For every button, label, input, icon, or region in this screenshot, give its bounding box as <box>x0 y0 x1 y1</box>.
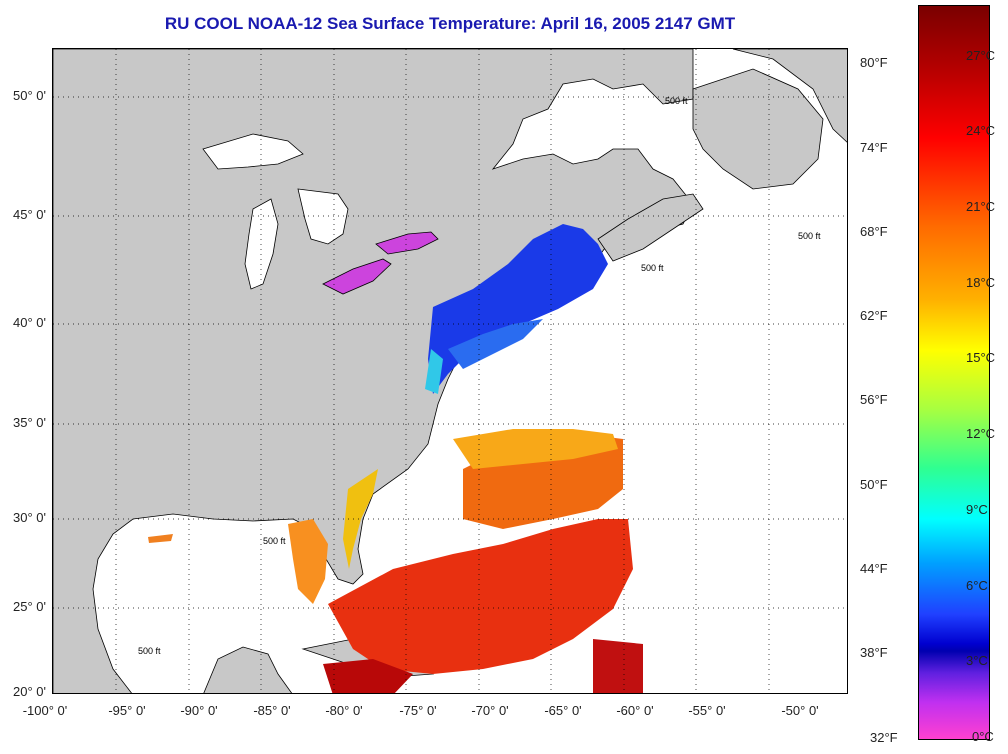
lon-label: -90° 0' <box>180 703 218 718</box>
land-labrador <box>732 49 847 143</box>
contour-label: 500 ft <box>798 231 821 241</box>
celsius-label: 12°C <box>966 426 996 441</box>
lake-huron <box>297 188 349 245</box>
contour-label: 500 ft <box>138 646 161 656</box>
fahrenheit-label: 38°F <box>860 645 888 660</box>
lat-label: 25° 0' <box>13 599 46 614</box>
contour-label: 500 ft <box>665 96 688 106</box>
lake-erie <box>322 258 392 295</box>
lon-label: -85° 0' <box>253 703 291 718</box>
sst-map: 500 ft 500 ft 500 ft 500 ft 500 ft <box>52 48 848 694</box>
lat-label: 40° 0' <box>13 315 46 330</box>
celsius-label: 27°C <box>966 48 996 63</box>
fahrenheit-label: 80°F <box>860 55 888 70</box>
fahrenheit-label: 68°F <box>860 224 888 239</box>
lat-label: 30° 0' <box>13 510 46 525</box>
lake-ontario <box>375 231 439 255</box>
celsius-label: 21°C <box>966 199 996 214</box>
fahrenheit-label: 32°F <box>870 730 898 745</box>
fahrenheit-label: 44°F <box>860 561 888 576</box>
lat-label: 20° 0' <box>13 684 46 699</box>
lat-label: 45° 0' <box>13 207 46 222</box>
lon-label: -100° 0' <box>22 703 68 718</box>
celsius-label: 24°C <box>966 123 996 138</box>
map-title: RU COOL NOAA-12 Sea Surface Temperature:… <box>164 14 736 33</box>
celsius-label: 0°C <box>972 729 994 744</box>
lon-label: -80° 0' <box>325 703 363 718</box>
celsius-label: 3°C <box>966 653 988 668</box>
contour-label: 500 ft <box>263 536 286 546</box>
celsius-label: 9°C <box>966 502 988 517</box>
fahrenheit-label: 50°F <box>860 477 888 492</box>
lon-label: -55° 0' <box>688 703 726 718</box>
fahrenheit-label: 56°F <box>860 392 888 407</box>
lake-michigan <box>244 198 279 290</box>
lat-label: 35° 0' <box>13 415 46 430</box>
celsius-label: 15°C <box>966 350 996 365</box>
fahrenheit-label: 62°F <box>860 308 888 323</box>
temperature-colorbar <box>918 5 990 740</box>
sst-map-graphic: 500 ft 500 ft 500 ft 500 ft 500 ft <box>53 49 847 693</box>
celsius-label: 18°C <box>966 275 996 290</box>
sst-data <box>148 224 643 693</box>
fahrenheit-label: 74°F <box>860 140 888 155</box>
lon-label: -70° 0' <box>471 703 509 718</box>
lon-label: -50° 0' <box>781 703 819 718</box>
land-yucatan <box>203 646 293 693</box>
lon-label: -65° 0' <box>544 703 582 718</box>
land-newfoundland <box>692 68 824 190</box>
lon-label: -95° 0' <box>108 703 146 718</box>
contour-label: 500 ft <box>641 263 664 273</box>
lake-superior <box>202 133 304 170</box>
lon-label: -75° 0' <box>399 703 437 718</box>
lat-label: 50° 0' <box>13 88 46 103</box>
lon-label: -60° 0' <box>616 703 654 718</box>
celsius-label: 6°C <box>966 578 988 593</box>
